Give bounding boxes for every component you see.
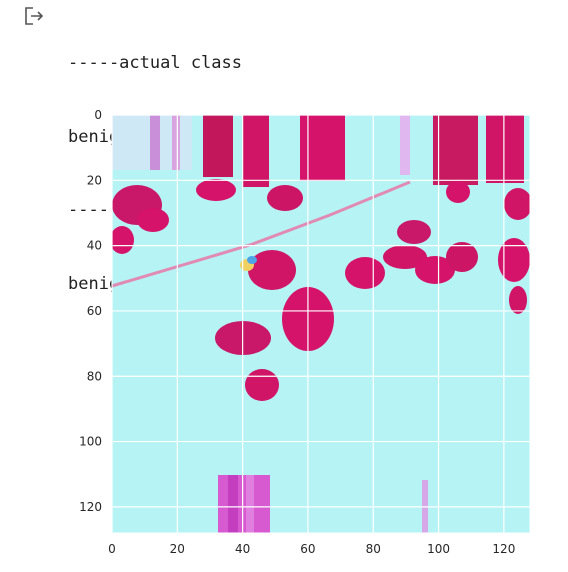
y-tick-label: 40: [87, 239, 102, 253]
x-tick-label: 40: [235, 542, 250, 556]
y-tick-label: 100: [79, 435, 102, 449]
x-tick-label: 0: [108, 542, 116, 556]
x-tick-label: 80: [366, 542, 381, 556]
histology-image: [110, 115, 532, 533]
x-tick-label: 100: [427, 542, 450, 556]
x-tick-label: 60: [300, 542, 315, 556]
x-axis-ticks: 0 20 40 60 80 100 120: [108, 542, 515, 556]
y-tick-label: 120: [79, 500, 102, 514]
x-tick-label: 20: [170, 542, 185, 556]
y-tick-label: 20: [87, 173, 102, 187]
x-tick-label: 120: [492, 542, 515, 556]
output-arrow-icon[interactable]: [24, 6, 46, 26]
y-tick-label: 60: [87, 304, 102, 318]
image-plot: 0 20 40 60 80 100 120 0 20 40 60 80 100 120: [0, 100, 568, 572]
y-axis-ticks: 0 20 40 60 80 100 120: [79, 108, 102, 514]
y-tick-label: 80: [87, 369, 102, 383]
output-line-actual-header: -----actual class: [68, 51, 273, 76]
y-tick-label: 0: [94, 108, 102, 122]
